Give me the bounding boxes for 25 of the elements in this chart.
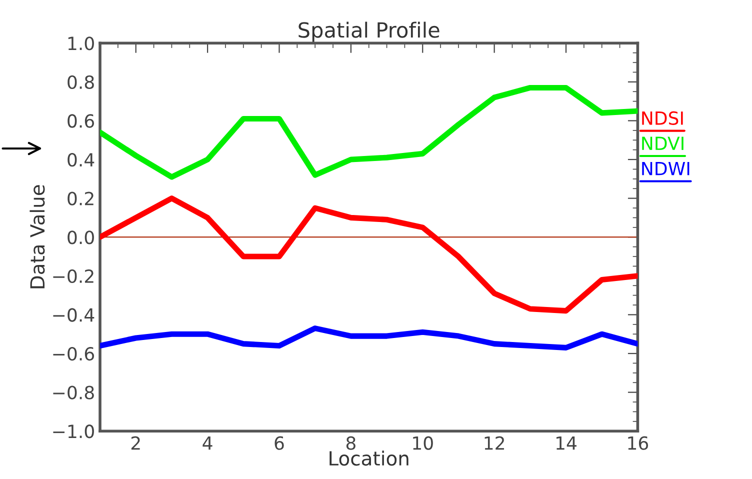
y-tick-label: 0.2 [68,192,94,206]
x-tick-label: 10 [413,436,433,450]
x-tick-label: 12 [484,436,504,450]
y-tick-label: 0.8 [68,75,94,90]
y-tick-label: 0.0 [68,230,94,244]
series-label: NDVI [642,136,684,150]
x-tick-label: 8 [346,436,356,450]
x-tick-label: 6 [274,436,284,450]
y-tick-label: −1.0 [53,424,94,438]
x-tick-label: 4 [202,436,212,450]
y-tick-label: −0.8 [53,386,94,400]
y-tick-label: 1.0 [68,36,94,50]
chart-title: Spatial Profile [298,22,440,42]
y-tick-label: 0.6 [68,114,94,128]
x-tick-label: 16 [628,436,648,450]
x-tick-label: 2 [131,436,140,450]
y-tick-label: −0.6 [53,346,94,361]
x-axis-title: Location [330,450,408,466]
x-tick-label: 14 [556,436,576,450]
text: NDSI [642,111,683,125]
y-tick-label: 0.4 [68,152,94,167]
y-tick-label: −0.2 [53,269,94,284]
y-axis-title: Data Value [30,185,45,288]
text: NDWI [642,162,690,176]
y-tick-label: −0.4 [53,308,94,322]
